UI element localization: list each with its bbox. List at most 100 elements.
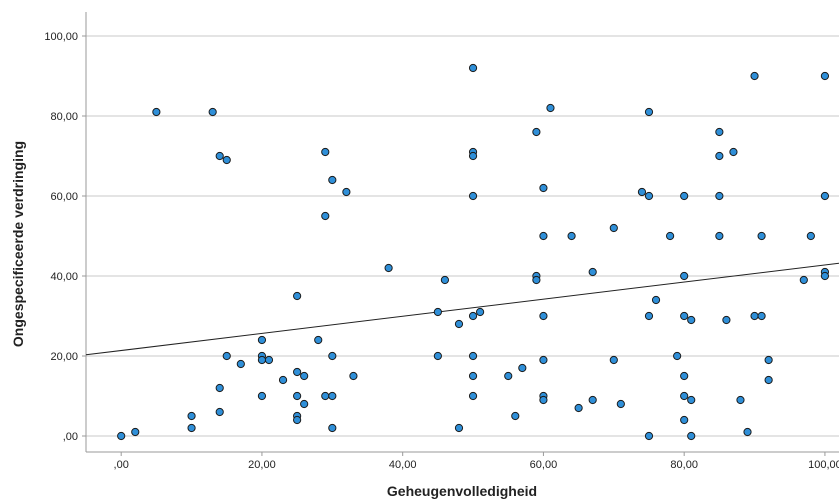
data-point-7 [222, 155, 231, 165]
data-point-93 [736, 395, 745, 405]
data-point-76 [666, 231, 675, 241]
x-tick-label-2: 40,00 [389, 459, 417, 471]
data-point-22 [293, 415, 302, 425]
data-point-77 [673, 351, 682, 361]
data-point-1 [131, 427, 140, 437]
data-point-104 [820, 191, 830, 201]
data-point-47 [468, 351, 478, 361]
data-point-65 [588, 267, 597, 277]
data-point-38 [440, 275, 450, 285]
data-point-95 [750, 71, 759, 81]
data-point-4 [187, 411, 196, 421]
data-point-24 [300, 399, 309, 409]
data-point-86 [687, 431, 696, 441]
data-point-10 [222, 351, 231, 361]
data-point-43 [468, 151, 478, 161]
x-tick-label-5: 100,00 [808, 459, 839, 471]
data-point-39 [454, 319, 464, 329]
data-point-58 [539, 311, 548, 321]
y-tick-label-1: 20,00 [50, 351, 78, 363]
fit-line-group [85, 262, 839, 356]
x-tick-label-0: ,00 [114, 459, 129, 471]
data-point-52 [518, 363, 527, 373]
data-point-82 [680, 371, 689, 381]
y-axis-title: Ongespecificeerde verdringing [10, 141, 26, 347]
data-point-48 [468, 371, 478, 381]
data-point-36 [433, 307, 442, 317]
data-point-23 [300, 371, 309, 381]
data-point-96 [750, 311, 759, 321]
data-point-71 [644, 107, 654, 117]
y-tick-label-3: 60,00 [50, 191, 78, 203]
y-tick-label-0: ,00 [63, 431, 78, 443]
y-tick-labels: ,00 20,00 40,00 60,00 80,00 100,00 [44, 31, 86, 443]
data-point-79 [680, 271, 689, 281]
data-point-51 [511, 411, 520, 421]
data-point-83 [680, 391, 689, 401]
data-point-25 [314, 335, 323, 345]
data-point-94 [743, 427, 752, 437]
data-point-85 [680, 415, 689, 425]
data-point-78 [680, 191, 689, 201]
data-point-0 [117, 431, 126, 441]
data-point-41 [468, 63, 478, 73]
data-point-80 [680, 311, 689, 321]
data-point-20 [293, 391, 302, 401]
data-points [117, 63, 830, 441]
data-point-50 [504, 371, 513, 381]
data-point-35 [384, 263, 393, 273]
data-point-29 [328, 175, 337, 185]
data-point-32 [328, 423, 337, 433]
data-point-26 [321, 147, 330, 157]
data-point-88 [715, 151, 724, 161]
data-point-68 [609, 355, 618, 365]
data-point-87 [715, 127, 724, 137]
data-point-102 [806, 231, 815, 241]
x-tick-labels: ,00 20,00 40,00 60,00 80,00 100,00 [114, 452, 839, 471]
data-point-16 [257, 391, 267, 401]
data-point-14 [257, 355, 267, 365]
data-point-30 [328, 351, 337, 361]
data-point-100 [764, 375, 773, 385]
data-point-18 [293, 291, 302, 301]
data-point-61 [539, 395, 548, 405]
data-point-5 [208, 107, 217, 117]
data-point-27 [321, 211, 330, 221]
data-point-28 [321, 391, 330, 401]
x-tick-label-1: 20,00 [248, 459, 276, 471]
data-point-89 [715, 191, 724, 201]
data-point-3 [187, 423, 196, 433]
x-tick-label-3: 60,00 [530, 459, 558, 471]
data-point-98 [757, 311, 766, 321]
data-point-17 [278, 375, 288, 385]
data-point-90 [715, 231, 724, 241]
data-point-66 [588, 395, 597, 405]
data-point-106 [820, 271, 830, 281]
data-point-59 [539, 355, 548, 365]
data-point-103 [820, 71, 830, 81]
data-point-9 [215, 407, 224, 417]
data-point-34 [349, 371, 358, 381]
data-point-57 [539, 231, 548, 241]
data-point-6 [215, 151, 224, 161]
data-point-84 [687, 395, 696, 405]
y-tick-label-4: 80,00 [50, 111, 78, 123]
data-point-73 [644, 311, 654, 321]
y-tick-label-5: 100,00 [44, 31, 78, 43]
data-point-33 [342, 187, 351, 197]
data-point-49 [468, 391, 478, 401]
fit-line [85, 262, 839, 356]
data-point-101 [799, 275, 808, 285]
data-point-2 [152, 107, 161, 117]
data-point-12 [257, 335, 267, 345]
data-point-92 [729, 147, 738, 157]
x-axis-title: Geheugenvolledigheid [387, 483, 537, 499]
data-point-74 [644, 431, 654, 441]
data-point-64 [574, 403, 583, 413]
data-point-62 [546, 103, 555, 113]
data-point-63 [567, 231, 576, 241]
data-point-31 [328, 391, 337, 401]
data-point-8 [215, 383, 224, 393]
data-point-15 [264, 355, 274, 365]
